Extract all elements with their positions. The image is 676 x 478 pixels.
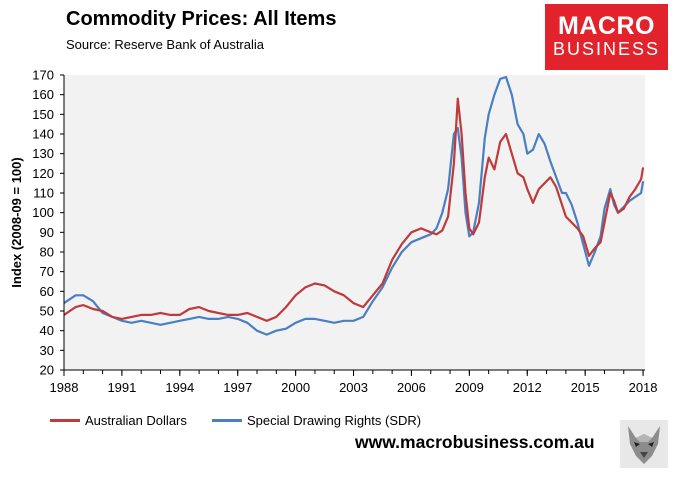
y-tick-label: 60 (40, 284, 54, 299)
macrobusiness-logo[interactable]: MACRO BUSINESS (545, 4, 668, 70)
y-tick-label: 50 (40, 304, 54, 319)
y-tick-label: 140 (32, 127, 54, 142)
y-tick-label: 90 (40, 225, 54, 240)
y-tick-label: 100 (32, 205, 54, 220)
y-tick-label: 110 (33, 186, 54, 201)
y-tick-label: 130 (32, 146, 54, 161)
y-tick-label: 160 (32, 87, 54, 102)
chart-source: Source: Reserve Bank of Australia (66, 37, 264, 52)
y-tick-label: 170 (32, 68, 54, 83)
logo-line2: BUSINESS (552, 39, 661, 59)
legend-item-aud: Australian Dollars (50, 413, 187, 428)
wolf-mascot-icon (620, 420, 668, 468)
x-tick-label: 2000 (281, 380, 310, 395)
x-tick-label: 1997 (223, 380, 252, 395)
x-tick-label: 2003 (339, 380, 368, 395)
website-link[interactable]: www.macrobusiness.com.au (355, 432, 595, 452)
x-tick-label: 1988 (50, 380, 79, 395)
x-tick-label: 2015 (571, 380, 600, 395)
y-tick-label: 120 (32, 166, 54, 181)
x-tick-label: 2018 (629, 380, 658, 395)
x-tick-label: 1991 (107, 380, 136, 395)
legend-label-sdr: Special Drawing Rights (SDR) (247, 413, 422, 428)
logo-line1: MACRO (558, 12, 655, 40)
legend-item-sdr: Special Drawing Rights (SDR) (212, 413, 421, 428)
plot-area (64, 75, 645, 370)
x-tick-label: 2012 (513, 380, 542, 395)
x-tick-label: 2009 (455, 380, 484, 395)
series-line-sdr (63, 75, 645, 336)
y-tick-label: 30 (40, 343, 54, 358)
legend-swatch-aud (50, 419, 80, 422)
series-line-aud (63, 97, 645, 322)
y-tick-label: 80 (40, 245, 54, 260)
legend-swatch-sdr (212, 419, 242, 422)
legend-label-aud: Australian Dollars (85, 413, 187, 428)
chart-title: Commodity Prices: All Items (66, 8, 337, 30)
x-tick-label: 1994 (165, 380, 194, 395)
y-tick-label: 150 (32, 107, 54, 122)
y-tick-label: 20 (40, 363, 54, 378)
y-tick-label: 40 (40, 323, 54, 338)
y-tick-label: 70 (40, 264, 54, 279)
y-axis-label: Index (2008-09 = 100) (9, 157, 24, 287)
x-tick-label: 2006 (397, 380, 426, 395)
